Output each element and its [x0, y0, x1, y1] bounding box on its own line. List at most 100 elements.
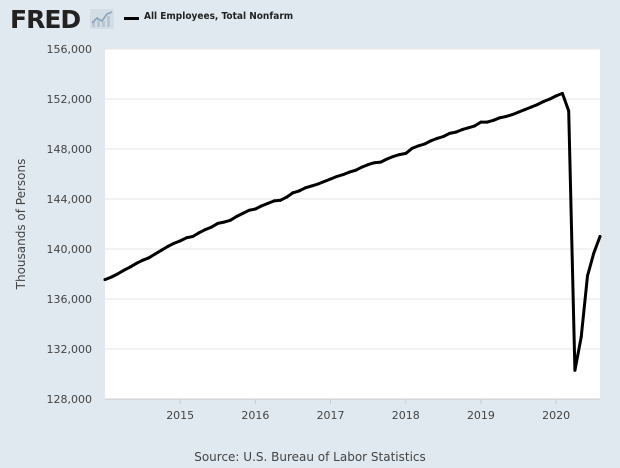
data-points	[103, 91, 602, 372]
data-point	[510, 113, 514, 117]
data-point	[241, 211, 245, 215]
data-point	[159, 248, 163, 252]
y-tick-label: 128,000	[47, 393, 93, 406]
data-point	[322, 180, 326, 183]
data-point	[122, 268, 126, 272]
data-point	[216, 221, 220, 225]
y-tick-label: 144,000	[47, 193, 93, 206]
data-point	[598, 235, 602, 238]
legend-swatch	[124, 17, 139, 20]
data-point	[285, 195, 289, 199]
x-axis: 2015 2016 2017 2018 2019 2020	[166, 399, 570, 422]
data-point	[554, 94, 558, 98]
data-point	[573, 368, 577, 372]
fred-logo[interactable]: FRED	[10, 5, 81, 34]
data-point	[329, 177, 333, 181]
data-point	[335, 175, 339, 178]
data-point	[210, 225, 214, 229]
data-point	[435, 136, 439, 140]
data-point	[109, 275, 113, 279]
data-point	[197, 231, 201, 235]
data-point	[103, 278, 107, 282]
data-point	[354, 168, 358, 172]
data-point	[278, 198, 282, 202]
data-point	[441, 135, 445, 138]
data-point	[410, 146, 414, 150]
data-point	[517, 110, 521, 114]
y-tick-label: 140,000	[47, 243, 93, 256]
data-point	[372, 161, 376, 165]
data-point	[366, 163, 370, 167]
data-point	[253, 207, 257, 211]
data-point	[454, 130, 458, 134]
data-point	[485, 120, 489, 124]
y-tick-label: 148,000	[47, 143, 93, 156]
data-point	[379, 160, 383, 164]
data-point	[134, 261, 138, 265]
plot-area	[105, 49, 600, 399]
gridlines	[105, 48, 600, 350]
data-point	[385, 157, 389, 161]
data-point	[466, 126, 470, 130]
y-tick-label: 156,000	[47, 43, 93, 56]
source-note: Source: U.S. Bureau of Labor Statistics	[194, 450, 426, 464]
chart-trend-icon	[90, 9, 114, 29]
y-axis-title: Thousands of Persons	[14, 159, 28, 291]
data-point	[397, 153, 401, 157]
data-point	[429, 139, 433, 143]
y-tick-label: 152,000	[47, 93, 93, 106]
data-point	[304, 186, 308, 190]
x-tick-label: 2020	[542, 409, 570, 422]
data-point	[347, 170, 351, 174]
data-point	[523, 108, 527, 112]
data-point	[404, 151, 408, 155]
data-point	[542, 100, 546, 103]
data-point	[316, 182, 320, 186]
data-point	[391, 155, 395, 158]
data-point	[585, 274, 589, 278]
data-point	[222, 220, 226, 224]
data-point	[423, 142, 427, 146]
data-point	[235, 215, 239, 218]
data-point	[166, 245, 170, 248]
data-point	[228, 218, 232, 222]
data-point	[567, 109, 571, 113]
data-point	[147, 256, 151, 260]
data-point	[579, 335, 583, 339]
data-point	[529, 105, 533, 109]
data-point	[291, 191, 295, 195]
data-point	[560, 91, 564, 95]
data-point	[360, 165, 364, 169]
data-point	[416, 144, 420, 148]
data-point	[504, 115, 508, 118]
x-tick-label: 2016	[241, 409, 269, 422]
data-point	[535, 103, 539, 107]
data-point	[460, 128, 464, 132]
data-point	[184, 236, 188, 240]
data-point	[479, 120, 483, 124]
data-point	[297, 189, 301, 193]
data-point	[191, 235, 195, 238]
data-point	[448, 131, 452, 135]
data-point	[491, 118, 495, 122]
data-point	[128, 265, 132, 269]
x-tick-label: 2019	[467, 409, 495, 422]
data-point	[203, 228, 207, 232]
data-point	[247, 208, 251, 212]
data-point	[172, 241, 176, 245]
data-point	[153, 252, 157, 256]
legend-label: All Employees, Total Nonfarm	[144, 11, 294, 22]
data-point	[498, 116, 502, 120]
data-point	[266, 201, 270, 205]
header: FRED All Employees, Total Nonfarm	[0, 0, 620, 40]
x-tick-label: 2015	[166, 409, 194, 422]
data-point	[592, 251, 596, 255]
y-tick-label: 132,000	[47, 343, 93, 356]
y-tick-label: 136,000	[47, 293, 93, 306]
data-point	[310, 184, 314, 188]
data-point	[473, 124, 477, 128]
data-point	[272, 199, 276, 203]
x-tick-label: 2018	[392, 409, 420, 422]
data-point	[548, 97, 552, 101]
x-tick-label: 2017	[317, 409, 345, 422]
